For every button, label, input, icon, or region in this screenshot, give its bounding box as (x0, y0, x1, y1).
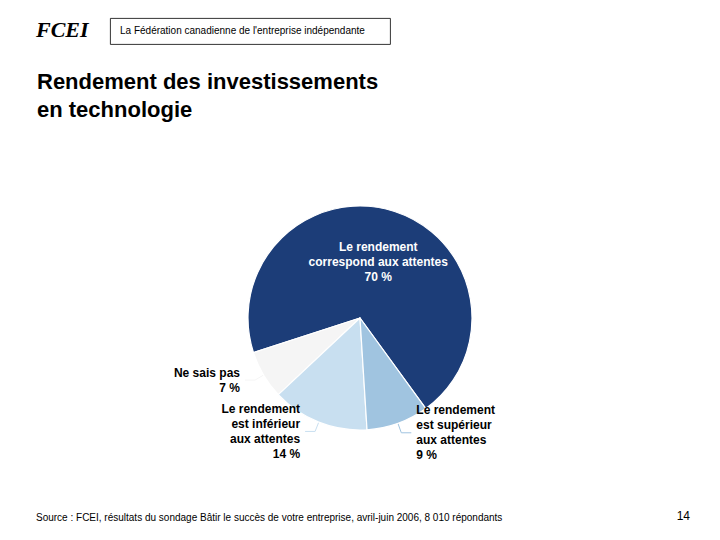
svg-text:La Fédération canadienne de l': La Fédération canadienne de l'entreprise… (120, 25, 365, 36)
svg-text:en technologie: en technologie (37, 97, 192, 122)
svg-text:Source : FCEI, résultats du so: Source : FCEI, résultats du sondage Bâti… (36, 512, 502, 523)
svg-text:7 %: 7 % (219, 381, 240, 395)
svg-text:FCEI: FCEI (35, 17, 90, 42)
svg-text:aux attentes: aux attentes (416, 433, 486, 447)
svg-text:9 %: 9 % (416, 448, 437, 462)
svg-text:Ne sais pas: Ne sais pas (174, 366, 240, 380)
svg-text:Le rendement: Le rendement (221, 402, 300, 416)
svg-text:Le rendement: Le rendement (416, 403, 495, 417)
svg-text:Rendement des investissements: Rendement des investissements (37, 69, 378, 94)
svg-text:correspond aux attentes: correspond aux attentes (309, 255, 449, 269)
svg-text:est inférieur: est inférieur (231, 417, 300, 431)
svg-text:14 %: 14 % (273, 447, 301, 461)
svg-text:14: 14 (677, 509, 691, 523)
svg-text:70 %: 70 % (365, 270, 393, 284)
svg-text:Le rendement: Le rendement (339, 240, 418, 254)
svg-text:est supérieur: est supérieur (416, 418, 492, 432)
svg-text:aux attentes: aux attentes (230, 432, 300, 446)
